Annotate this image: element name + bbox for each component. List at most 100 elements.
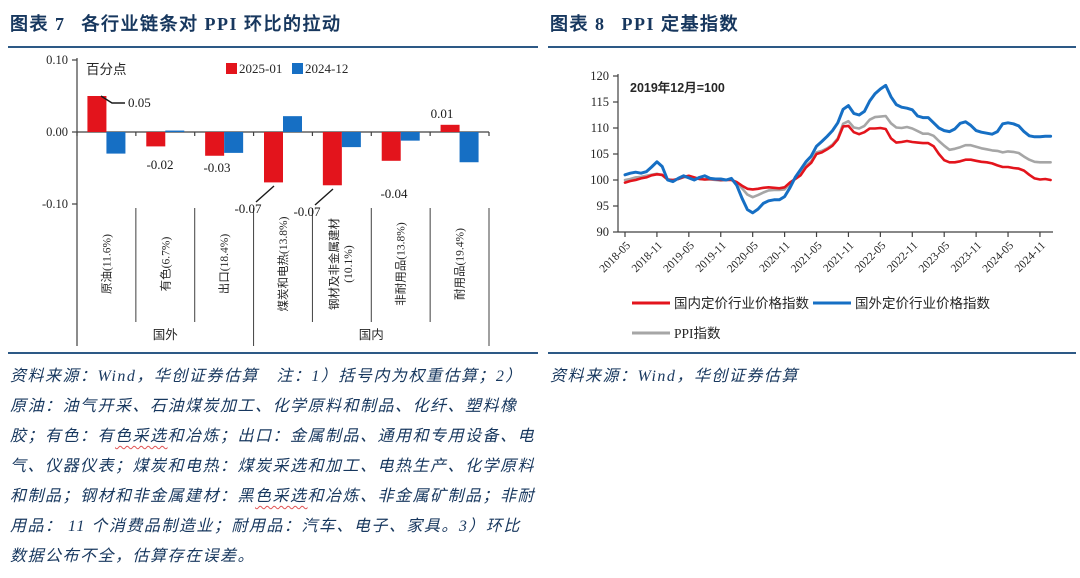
data-label-leader <box>100 95 125 104</box>
line-xtick-label: 2024-11 <box>1013 239 1048 274</box>
legend-label: 2025-01 <box>239 61 282 76</box>
bar-group-labels: 国外 国内 <box>153 328 384 342</box>
bar-2025-01-1 <box>146 132 166 147</box>
figure-7-title: 各行业链条对 PPI 环比的拉动 <box>81 14 342 34</box>
bar-2024-12-4 <box>341 132 361 148</box>
bar-axis-labels: 0.10 0.00 -0.10 百分点 <box>42 53 127 211</box>
spellcheck-underline-text: 色采选 <box>115 428 168 445</box>
line-xtick-label: 2023-05 <box>917 239 953 275</box>
figure-8-title-rule <box>548 46 1076 48</box>
line-xtick-label: 2022-05 <box>853 239 889 275</box>
legend-label: PPI指数 <box>674 326 721 341</box>
figure-8-panel: 图表 8 PPI 定基指数 90 95 100 105 110 115 120 2018-05 2… <box>548 6 1076 392</box>
base-period-annotation: 2019年12月=100 <box>630 80 725 95</box>
data-label: -0.04 <box>380 186 408 201</box>
category-label: 钢材及非金属建材 <box>327 218 341 310</box>
line-ytick-label: 100 <box>590 173 609 187</box>
line-ytick-label: 115 <box>591 95 609 109</box>
legend-label: 国内定价行业价格指数 <box>674 296 809 311</box>
line-ytick-label: 120 <box>590 69 609 83</box>
series-line-PPI指数 <box>623 114 1052 199</box>
bar-2025-01-2 <box>205 132 225 156</box>
bar-ytick-label: -0.10 <box>42 197 68 211</box>
line-axis-labels: 90 95 100 105 110 115 120 2018-052018-112019-05… <box>590 69 1048 275</box>
data-label: -0.07 <box>234 201 262 216</box>
figure-7-label: 图表 7 <box>10 14 66 34</box>
figure-8-title: PPI 定基指数 <box>621 14 739 34</box>
series-line-国外定价行业价格指数 <box>623 83 1053 215</box>
source-note-text: 和冶炼；出口：金属制品、通用和专用设备、电气、仪器仪表；煤炭和电热：煤炭采选和加… <box>10 428 536 505</box>
group-label: 国外 <box>153 328 179 342</box>
line-ytick-label: 105 <box>590 147 609 161</box>
line-ytick-label: 110 <box>591 121 609 135</box>
data-label: -0.07 <box>293 204 321 219</box>
line-xtick-label: 2023-11 <box>949 239 984 274</box>
line-axes <box>613 74 1053 237</box>
bar-ytick-label: 0.10 <box>46 53 68 67</box>
category-label: 有色(6.7%) <box>158 237 172 292</box>
figure-8-footer-rule <box>548 352 1076 354</box>
line-xtick-label: 2018-11 <box>630 239 665 274</box>
figure-8-label: 图表 8 <box>550 14 606 34</box>
bar-2024-12-1 <box>165 130 185 132</box>
line-xtick-label: 2022-11 <box>885 239 920 274</box>
figure-8-heading: 图表 8 PPI 定基指数 <box>550 10 1076 38</box>
bar-2025-01-6 <box>440 124 460 132</box>
figure-7-footer-rule <box>8 352 538 354</box>
legend-swatch-2024-12 <box>292 63 303 74</box>
data-label: -0.02 <box>146 157 173 172</box>
legend-label: 国外定价行业价格指数 <box>855 296 990 311</box>
line-xtick-label: 2020-05 <box>725 239 761 275</box>
bar-2025-01-0 <box>87 96 107 132</box>
line-xtick-label: 2021-11 <box>821 239 856 274</box>
bar-2025-01-5 <box>381 132 401 161</box>
figure-7-panel: 图表 7 各行业链条对 PPI 环比的拉动 0.10 0.00 -0.10 百分点 202… <box>8 6 538 572</box>
figure-7-source-note: 资料来源：Wind，华创证券估算 注：1）括号内为权重估算；2）原油：油气开采、… <box>10 362 536 572</box>
data-label: 0.05 <box>128 95 151 110</box>
category-label: (10.1%) <box>343 245 355 283</box>
source-note-text: 资料来源：Wind，华创证券估算 注：1）括号内为权重估算；2）原油：油气开采、… <box>10 368 523 445</box>
figure-7-title-rule <box>8 46 538 48</box>
line-xtick-label: 2019-11 <box>694 239 729 274</box>
line-xtick-label: 2018-05 <box>598 239 634 275</box>
legend-label: 2024-12 <box>305 61 348 76</box>
category-label: 非耐用品(13.8%) <box>395 222 408 306</box>
bar-legend: 2025-01 2024-12 <box>226 61 348 76</box>
bar-2025-01-4 <box>322 132 342 186</box>
data-label: -0.03 <box>203 160 230 175</box>
line-xtick-label: 2021-05 <box>789 239 825 275</box>
ppi-mom-pull-bar-chart: 0.10 0.00 -0.10 百分点 2025-01 2024-12 原油(11.6%) 有… <box>42 53 490 346</box>
bar-2025-01-3 <box>264 132 283 183</box>
bar-category-labels: 原油(11.6%) 有色(6.7%) 出口(18.4%) 煤炭和电热(13.8%) 钢材… <box>99 216 466 311</box>
bars-2024-12 <box>106 116 479 163</box>
group-label: 国内 <box>359 328 384 342</box>
bar-2024-12-3 <box>283 116 302 132</box>
category-label: 煤炭和电热(13.8%) <box>277 216 290 311</box>
bar-2024-12-0 <box>106 132 126 154</box>
line-legend: 国内定价行业价格指数 国外定价行业价格指数 PPI指数 <box>632 296 990 341</box>
line-xtick-label: 2024-05 <box>981 239 1017 275</box>
spellcheck-underline-text: 色采选 <box>255 488 308 505</box>
category-label: 原油(11.6%) <box>99 234 113 294</box>
data-label-leader <box>314 188 334 206</box>
line-xtick-label: 2020-11 <box>757 239 792 274</box>
figure-8-source-note: 资料来源：Wind，华创证券估算 <box>550 368 799 385</box>
category-label: 出口(18.4%) <box>217 234 231 295</box>
line-xtick-label: 2019-05 <box>661 239 697 275</box>
bar-unit-label: 百分点 <box>86 62 127 77</box>
bar-ytick-label: 0.00 <box>46 125 68 139</box>
bar-2024-12-2 <box>224 132 244 153</box>
data-label: 0.01 <box>431 106 454 121</box>
data-label-leader <box>255 185 275 203</box>
ppi-fixed-base-index-line-chart: 90 95 100 105 110 115 120 2018-052018-112019-05… <box>590 69 1053 341</box>
line-ytick-label: 95 <box>597 199 610 213</box>
legend-swatch-2025-01 <box>226 63 237 74</box>
bar-2024-12-6 <box>459 132 479 163</box>
bar-data-labels: 0.05 -0.02 -0.03 -0.07 -0.07 -0.04 0.01 <box>100 95 454 219</box>
figure-7-heading: 图表 7 各行业链条对 PPI 环比的拉动 <box>10 10 538 38</box>
source-note-text: 和冶炼、非金属矿制品；非耐用品： 11 个消费品制造业；耐用品：汽车、电子、家具… <box>10 488 536 565</box>
category-label: 耐用品(19.4%) <box>454 228 467 300</box>
line-ytick-label: 90 <box>597 225 610 239</box>
bars-2025-01 <box>87 96 460 186</box>
